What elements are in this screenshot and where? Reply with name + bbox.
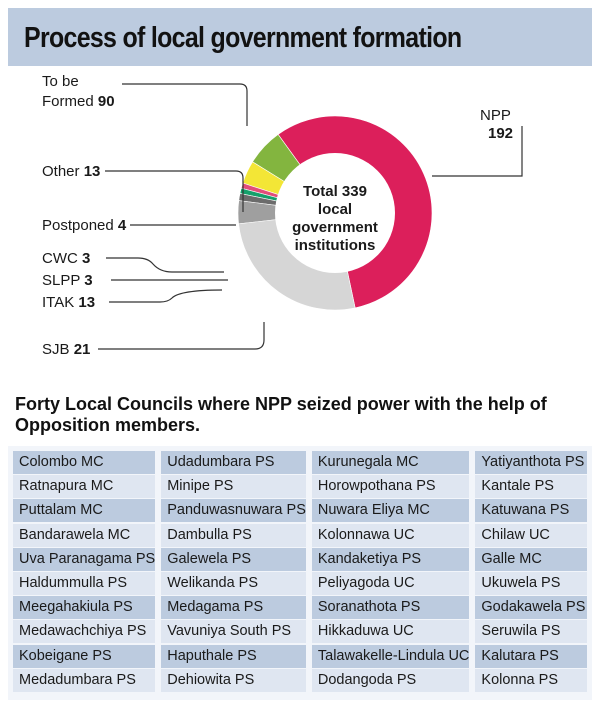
label-to-be-formed-line2: Formed xyxy=(42,93,94,110)
label-slpp-value: 3 xyxy=(84,272,92,289)
councils-table: Colombo MC Ratnapura MC Puttalam MC Bandara… xyxy=(8,446,592,700)
svg-text:SLPP 3: SLPP 3 xyxy=(42,272,93,289)
council-cell: Yatiyanthota PS xyxy=(475,451,587,474)
label-other-value: 13 xyxy=(84,163,101,180)
svg-text:Formed 90: Formed 90 xyxy=(42,93,115,110)
council-cell: Galle MC xyxy=(475,547,587,571)
council-cell: Vavuniya South PS xyxy=(161,620,306,644)
page-title: Process of local government formation xyxy=(24,22,462,54)
councils-grid: Colombo MC Ratnapura MC Puttalam MC Bandara… xyxy=(13,451,587,693)
label-other-name: Other xyxy=(42,163,80,180)
council-cell: Hikkaduwa UC xyxy=(311,620,470,644)
councils-column: Colombo MC Ratnapura MC Puttalam MC Bandara… xyxy=(13,451,156,693)
council-cell: Kalutara PS xyxy=(475,644,587,668)
council-cell: Ukuwela PS xyxy=(475,571,587,595)
leader-npp xyxy=(432,126,523,177)
council-cell: Godakawela PS xyxy=(475,596,587,620)
council-cell: Meegahakiula PS xyxy=(13,596,156,620)
svg-text:Other 13: Other 13 xyxy=(42,163,100,180)
council-cell: Soranathota PS xyxy=(311,596,470,620)
council-cell: Haputhale PS xyxy=(161,644,306,668)
council-cell: Katuwana PS xyxy=(475,499,587,523)
donut-chart: Total 339 local government institutions … xyxy=(42,73,523,358)
council-cell: Galewela PS xyxy=(161,547,306,571)
svg-text:SJB 21: SJB 21 xyxy=(42,341,90,358)
council-cell: Colombo MC xyxy=(13,451,156,474)
label-postponed-name: Postponed xyxy=(42,217,114,234)
council-cell: Kolonna PS xyxy=(475,668,587,692)
council-cell: Kandaketiya PS xyxy=(311,547,470,571)
council-cell: Dehiowita PS xyxy=(161,668,306,692)
council-cell: Medawachchiya PS xyxy=(13,620,156,644)
label-slpp-name: SLPP xyxy=(42,272,80,289)
svg-text:CWC 3: CWC 3 xyxy=(42,250,90,267)
council-cell: Dodangoda PS xyxy=(311,668,470,692)
label-to-be-formed-line1: To be xyxy=(42,73,79,90)
label-postponed-value: 4 xyxy=(118,217,127,234)
donut-slices xyxy=(237,115,433,311)
label-npp-value: 192 xyxy=(488,125,513,142)
center-label-line-4: institutions xyxy=(295,237,376,254)
council-cell: Haldummulla PS xyxy=(13,571,156,595)
label-sjb-value: 21 xyxy=(74,341,91,358)
council-cell: Seruwila PS xyxy=(475,620,587,644)
donut-hole xyxy=(275,153,395,273)
council-cell: Kolonnawa UC xyxy=(311,523,470,547)
council-cell: Ratnapura MC xyxy=(13,475,156,499)
council-cell: Talawakelle-Lindula UC xyxy=(311,644,470,668)
council-cell: Kurunegala MC xyxy=(311,451,470,474)
center-label-line-3: government xyxy=(292,219,378,236)
leader-sjb xyxy=(98,322,265,350)
councils-column: Udadumbara PS Minipe PS Panduwasnuwara PS D… xyxy=(161,451,306,693)
center-label-line-1: Total 339 xyxy=(303,183,367,200)
leader-to-be-formed xyxy=(122,83,248,126)
svg-text:Postponed 4: Postponed 4 xyxy=(42,217,127,234)
label-cwc-name: CWC xyxy=(42,250,78,267)
label-itak-value: 13 xyxy=(78,294,95,311)
label-cwc-value: 3 xyxy=(82,250,90,267)
council-cell: Medagama PS xyxy=(161,596,306,620)
council-cell: Puttalam MC xyxy=(13,499,156,523)
councils-column: Kurunegala MC Horowpothana PS Nuwara Eliya… xyxy=(311,451,470,693)
council-cell: Kobeigane PS xyxy=(13,644,156,668)
council-cell: Medadumbara PS xyxy=(13,668,156,692)
councils-column: Yatiyanthota PS Kantale PS Katuwana PS Chil… xyxy=(475,451,587,693)
council-cell: Kantale PS xyxy=(475,475,587,499)
label-npp-name: NPP xyxy=(480,107,511,124)
council-cell: Peliyagoda UC xyxy=(311,571,470,595)
council-cell: Uva Paranagama PS xyxy=(13,547,156,571)
council-cell: Udadumbara PS xyxy=(161,451,306,474)
council-cell: Horowpothana PS xyxy=(311,475,470,499)
council-cell: Nuwara Eliya MC xyxy=(311,499,470,523)
title-banner: Process of local government formation xyxy=(8,8,592,66)
label-to-be-formed-value: 90 xyxy=(98,93,115,110)
councils-heading: Forty Local Councils where NPP seized po… xyxy=(15,394,547,435)
council-cell: Welikanda PS xyxy=(161,571,306,595)
council-cell: Chilaw UC xyxy=(475,523,587,547)
council-cell: Panduwasnuwara PS xyxy=(161,499,306,523)
center-label-line-2: local xyxy=(318,201,352,218)
council-cell: Bandarawela MC xyxy=(13,523,156,547)
leader-other xyxy=(105,170,244,212)
svg-text:ITAK 13: ITAK 13 xyxy=(42,294,95,311)
council-cell: Dambulla PS xyxy=(161,523,306,547)
label-itak-name: ITAK xyxy=(42,294,74,311)
council-cell: Minipe PS xyxy=(161,475,306,499)
leader-cwc xyxy=(106,257,224,273)
label-sjb-name: SJB xyxy=(42,341,70,358)
leader-itak xyxy=(109,289,223,303)
